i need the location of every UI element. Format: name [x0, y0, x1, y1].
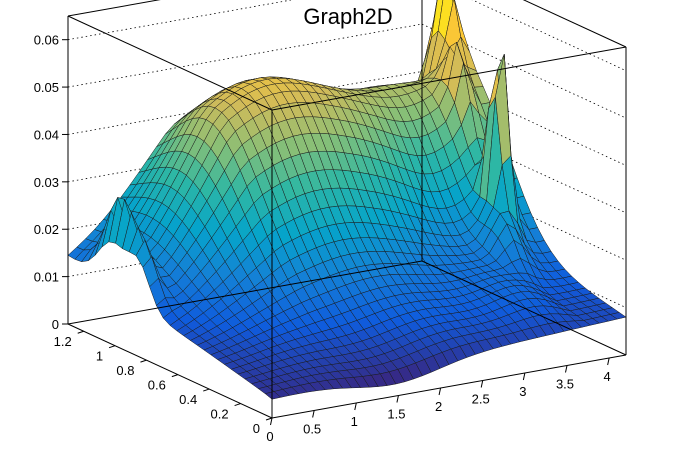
y-tick-label: 1 — [96, 349, 103, 364]
surface-cell — [431, 0, 444, 39]
x-tick-label: 1.5 — [387, 407, 405, 422]
box-edge — [67, 260, 423, 325]
y-tick — [203, 388, 210, 392]
x-tick — [354, 402, 357, 411]
x-tick — [565, 365, 568, 373]
z-gridline — [67, 213, 423, 278]
z-gridline — [67, 118, 423, 183]
z-gridline — [67, 71, 423, 135]
box-edge — [67, 15, 273, 111]
box-edge — [67, 323, 273, 419]
z-gridline — [67, 0, 294, 41]
x-tick-label: 0.5 — [303, 422, 321, 437]
y-tick — [171, 374, 179, 378]
x-tick — [312, 410, 315, 418]
surface-layer — [67, 0, 627, 400]
z-tick-label: 0.06 — [34, 33, 59, 48]
box-edge — [67, 0, 161, 17]
x-tick-label: 2.5 — [472, 392, 490, 407]
z-tick-label: 0 — [52, 317, 59, 332]
box-edge — [421, 260, 627, 356]
x-tick-label: 1 — [351, 414, 358, 429]
y-tick-label: 0.4 — [179, 392, 197, 407]
x-tick — [480, 380, 484, 388]
y-tick-label: 0.2 — [211, 407, 229, 422]
x-tick-label: 4 — [604, 369, 611, 384]
box-edge — [522, 0, 627, 48]
x-tick — [270, 417, 273, 426]
x-tick-label: 0 — [266, 429, 273, 444]
x-tick — [396, 395, 399, 403]
y-tick-label: 0 — [253, 421, 260, 436]
surface-cell — [609, 312, 627, 320]
y-tick-label: 1.2 — [54, 334, 72, 349]
x-tick-label: 3 — [519, 384, 526, 399]
x-tick-label: 2 — [435, 399, 442, 414]
y-tick — [77, 330, 84, 334]
x-tick — [607, 357, 610, 366]
y-tick — [265, 417, 273, 421]
tick-layer: 0 0.01 0.02 0.03 0.04 0.05 0.06 0 0.5 1 1.5 2 2.5 3 3.… — [34, 33, 611, 444]
y-tick-label: 0.6 — [148, 378, 166, 393]
x-tick — [522, 372, 526, 381]
y-tick-label: 0.8 — [116, 363, 134, 378]
frame-layer — [67, 0, 627, 419]
chart-title: Graph2D — [303, 4, 392, 29]
x-tick-label: 3.5 — [556, 377, 574, 392]
z-tick-label: 0.01 — [34, 270, 59, 285]
z-tick-label: 0.05 — [34, 80, 59, 95]
z-tick-label: 0.03 — [34, 175, 59, 190]
box-edge — [271, 354, 627, 419]
y-tick — [108, 345, 116, 349]
y-tick — [140, 359, 147, 363]
z-tick-label: 0.04 — [34, 127, 59, 142]
box-edge — [271, 46, 627, 111]
z-tick-label: 0.02 — [34, 222, 59, 237]
y-tick — [234, 403, 241, 407]
z-gridline — [67, 23, 423, 88]
x-tick — [438, 387, 442, 396]
